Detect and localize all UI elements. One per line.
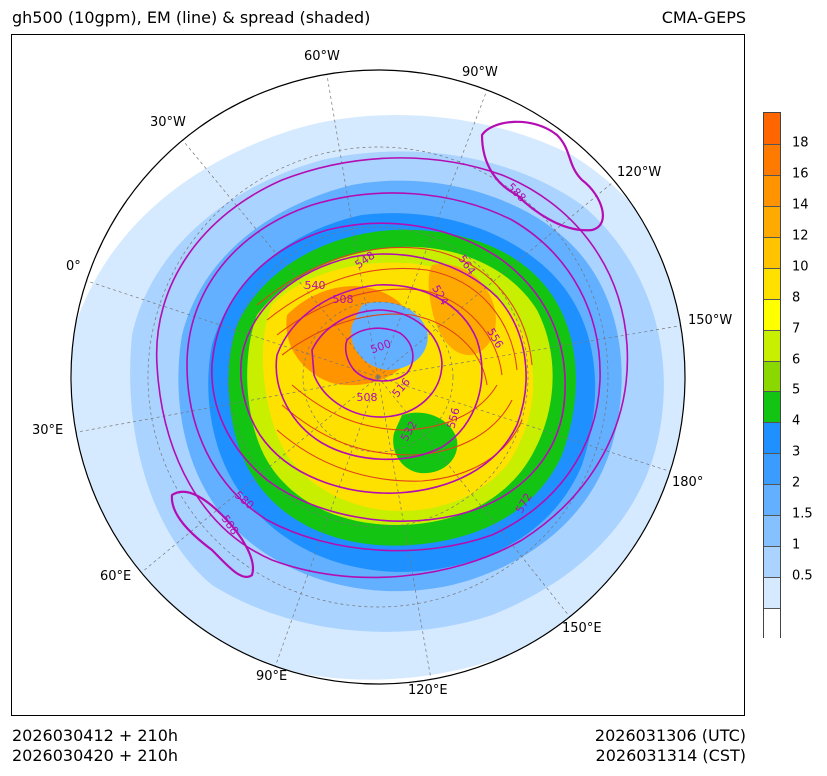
lon-label: 150°W	[688, 313, 733, 328]
lon-label: 90°E	[256, 669, 288, 684]
contour-588-pacific	[480, 120, 604, 232]
contour-label: 540	[305, 279, 326, 292]
colorbar-tick-label: 3	[792, 444, 801, 460]
init-time-cst: 2026030420 + 210h	[12, 746, 179, 765]
lon-label: 120°E	[408, 683, 448, 698]
colorbar-segment	[764, 360, 780, 392]
spread-shading	[72, 115, 685, 680]
valid-time-utc: 2026031306 (UTC)	[594, 726, 746, 745]
colorbar-segment	[764, 236, 780, 268]
colorbar-tick-label: 12	[792, 228, 809, 244]
lon-label: 180°	[672, 475, 704, 490]
contour-548	[240, 253, 527, 494]
init-time-block: 2026030412 + 210h 2026030420 + 210h	[12, 726, 178, 766]
contour-label: 556	[445, 406, 463, 430]
colorbar-segment	[764, 422, 780, 454]
map-boundary	[70, 69, 686, 685]
colorbar-segment	[764, 453, 780, 485]
colorbar-segment	[764, 515, 780, 547]
colorbar-segment	[764, 298, 780, 330]
valid-time-block: 2026031306 (UTC) 2026031314 (CST)	[595, 726, 746, 766]
colorbar-tick-label: 14	[792, 197, 809, 213]
map-title: gh500 (10gpm), EM (line) & spread (shade…	[12, 8, 371, 27]
lon-label: 30°E	[32, 423, 64, 438]
colorbar-segment	[764, 174, 780, 206]
contour-580	[155, 157, 629, 579]
lon-label: 60°W	[304, 49, 340, 64]
contour-500	[344, 327, 414, 382]
lon-label: 120°W	[617, 165, 662, 180]
spread-area-12	[428, 264, 496, 356]
colorbar-segment	[764, 608, 780, 639]
contour-588-atlantic	[170, 490, 255, 578]
colorbar-tick-label: 16	[792, 166, 809, 182]
colorbar-segment	[764, 391, 780, 423]
colorbar-segment	[764, 329, 780, 361]
graticule	[71, 74, 685, 684]
colorbar-tick-label: 8	[792, 290, 801, 306]
init-time-utc: 2026030412 + 210h	[12, 726, 179, 745]
colorbar-segment	[764, 205, 780, 237]
colorbar-segment	[764, 113, 780, 144]
lon-label: 0°	[66, 259, 81, 274]
colorbar-tick-label: 18	[792, 135, 809, 151]
map-panel[interactable]: 588 548 564 540 508 524 500 556 516 508 …	[11, 34, 745, 716]
valid-time-cst: 2026031314 (CST)	[595, 746, 746, 765]
contour-label: 508	[357, 391, 378, 404]
contour-564	[211, 222, 566, 522]
colorbar-tick-label: 1.5	[792, 506, 813, 522]
colorbar-tick-label: 10	[792, 259, 809, 275]
colorbar-tick-label: 6	[792, 352, 801, 368]
colorbar-segment	[764, 484, 780, 516]
colorbar-segment	[764, 267, 780, 299]
lon-label: 90°W	[462, 65, 498, 80]
colorbar-tick-label: 7	[792, 321, 801, 337]
contour-label: 508	[333, 293, 354, 306]
colorbar-tick-label: 2	[792, 475, 801, 491]
contour-516	[311, 309, 443, 418]
em-contours	[155, 120, 629, 579]
colorbar-tick-label: 0.5	[792, 568, 813, 584]
contour-572	[186, 192, 601, 552]
colorbar-segment	[764, 546, 780, 578]
polar-map: 588 548 564 540 508 524 500 556 516 508 …	[70, 69, 686, 685]
colorbar-tick-label: 1	[792, 537, 801, 553]
colorbar-tick-label: 5	[792, 382, 801, 398]
contour-532	[275, 284, 483, 461]
spread-area-polar	[351, 302, 428, 370]
lon-label: 30°W	[150, 115, 186, 130]
colorbar-segment	[764, 143, 780, 175]
colorbar	[763, 112, 781, 639]
colorbar-tick-label: 4	[792, 413, 801, 429]
lon-label: 60°E	[100, 569, 132, 584]
colorbar-segment	[764, 577, 780, 609]
model-name: CMA-GEPS	[661, 8, 746, 27]
lon-label: 150°E	[562, 621, 602, 636]
